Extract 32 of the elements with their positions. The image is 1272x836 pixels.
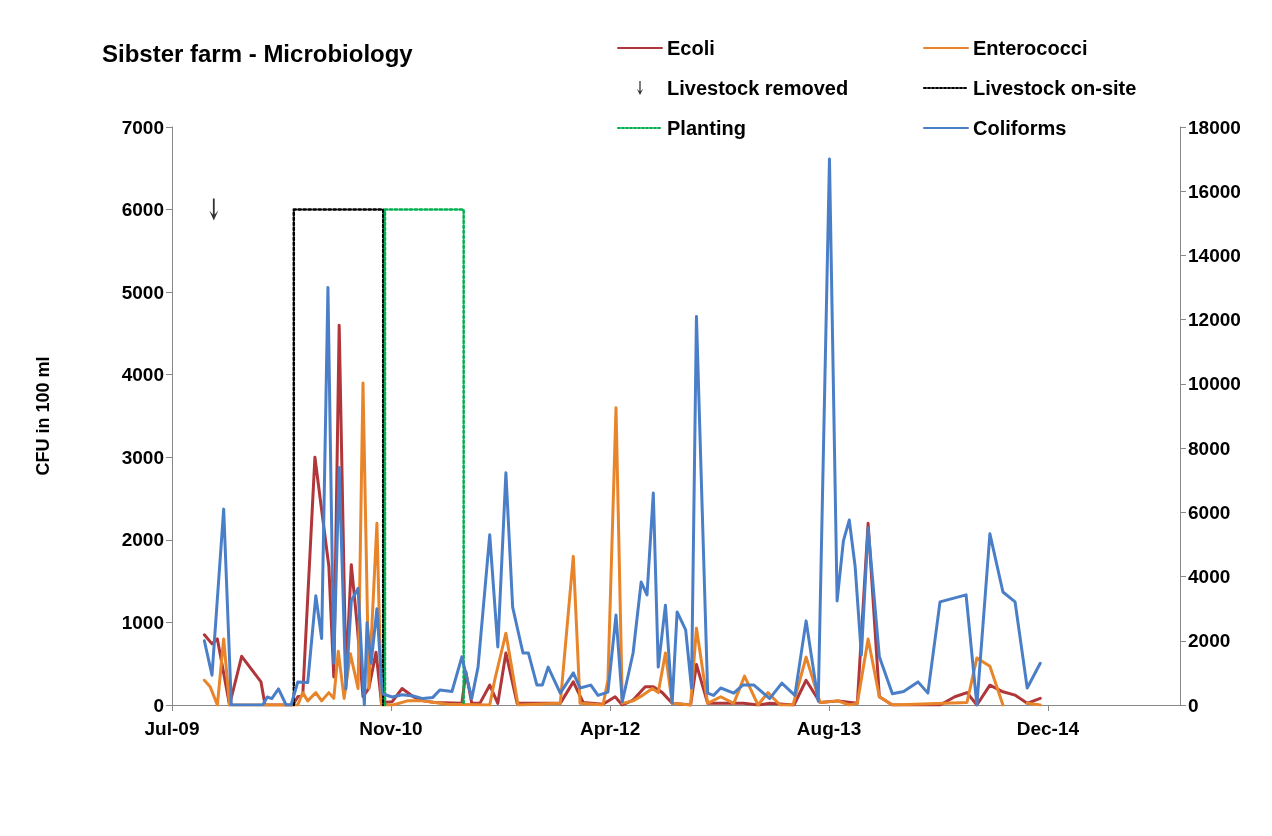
x-tick-label: Nov-10 xyxy=(359,718,423,739)
legend-label: Planting xyxy=(667,117,746,139)
y-tick-label: 0 xyxy=(153,694,164,716)
y2-tick-label: 6000 xyxy=(1188,501,1231,523)
chart-title: Sibster farm - Microbiology xyxy=(102,39,414,67)
legend-label: Ecoli xyxy=(667,37,715,59)
x-tick-label: Jul-09 xyxy=(144,718,200,739)
y2-tick-label: 0 xyxy=(1188,694,1199,716)
y-axis-title: CFU in 100 ml xyxy=(33,356,53,476)
legend-label: Enterococci xyxy=(973,37,1088,59)
x-tick-label: Apr-12 xyxy=(580,718,641,739)
y-tick-label: 4000 xyxy=(121,364,164,386)
y-tick-label: 6000 xyxy=(121,199,164,221)
y-tick-label: 2000 xyxy=(121,529,164,551)
y2-tick-label: 8000 xyxy=(1188,437,1231,459)
y2-tick-label: 14000 xyxy=(1188,244,1241,266)
y2-tick-label: 12000 xyxy=(1188,309,1241,331)
x-tick-label: Aug-13 xyxy=(796,718,862,739)
y-tick-label: 3000 xyxy=(121,446,164,468)
y-tick-label: 7000 xyxy=(121,116,164,138)
y-tick-label: 1000 xyxy=(121,611,164,633)
y2-tick-label: 16000 xyxy=(1188,180,1241,202)
y-tick-label: 5000 xyxy=(121,281,164,303)
line-series xyxy=(202,157,1042,707)
y2-tick-label: 18000 xyxy=(1188,116,1241,138)
legend-label: Livestock on-site xyxy=(973,77,1137,99)
y2-tick-label: 2000 xyxy=(1188,630,1231,652)
legend-label: Coliforms xyxy=(973,117,1067,139)
y2-tick-label: 10000 xyxy=(1188,373,1241,395)
x-tick-label: Dec-14 xyxy=(1016,718,1080,739)
y2-tick-label: 4000 xyxy=(1188,566,1231,588)
legend-label: Livestock removed xyxy=(667,77,849,99)
